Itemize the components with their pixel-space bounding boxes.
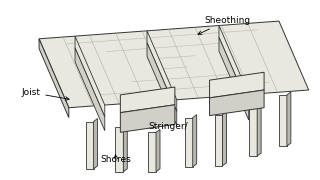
Polygon shape [148,132,156,172]
Polygon shape [257,102,261,156]
Polygon shape [185,118,193,167]
Polygon shape [120,87,175,113]
Polygon shape [210,72,264,98]
Polygon shape [219,26,249,106]
Polygon shape [147,31,177,112]
Polygon shape [147,43,177,125]
Text: Sheothing: Sheothing [198,16,251,34]
Text: Stringer/: Stringer/ [148,122,188,131]
Polygon shape [279,95,287,146]
Text: Joist: Joist [21,88,69,100]
Polygon shape [287,92,291,146]
Polygon shape [116,127,123,172]
Polygon shape [249,105,257,156]
Polygon shape [75,36,105,117]
Polygon shape [210,90,264,116]
Polygon shape [93,119,98,169]
Polygon shape [75,48,105,131]
Polygon shape [214,115,222,166]
Polygon shape [39,39,69,118]
Polygon shape [86,122,93,169]
Polygon shape [39,21,309,108]
Polygon shape [120,105,175,132]
Polygon shape [193,115,197,167]
Polygon shape [156,129,160,172]
Polygon shape [219,37,249,120]
Polygon shape [123,124,127,172]
Polygon shape [222,112,227,166]
Text: Shores: Shores [100,155,131,164]
